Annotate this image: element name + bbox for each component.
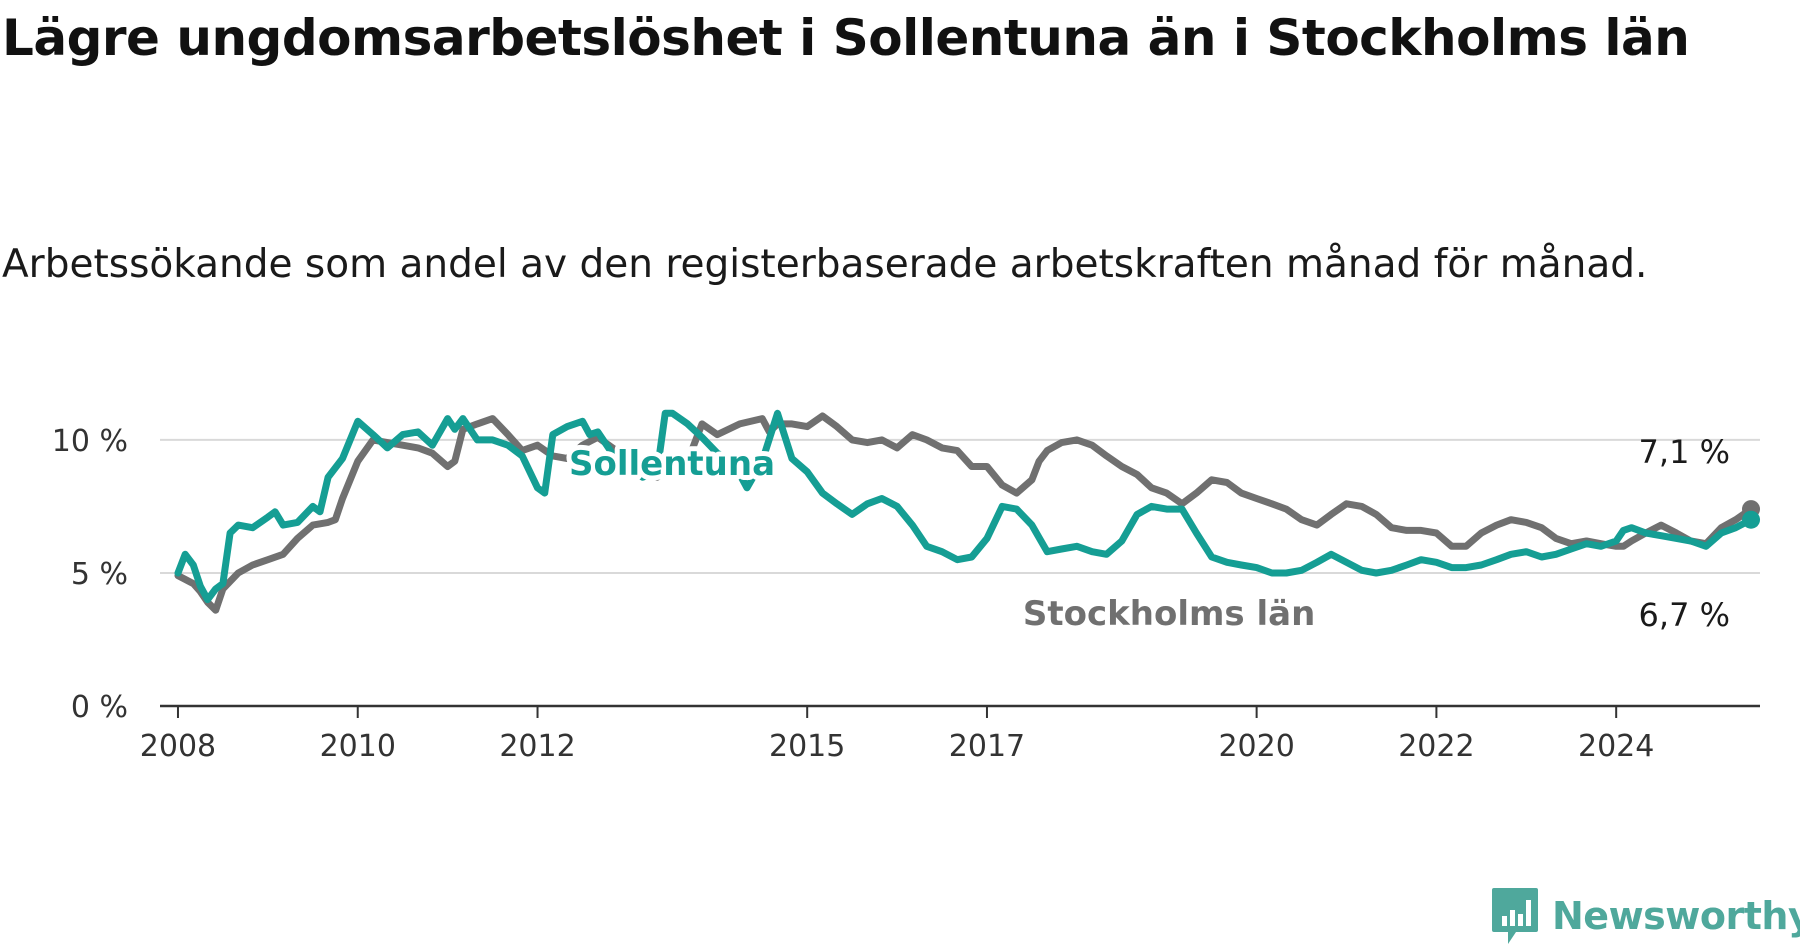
series-label-sollentuna: Sollentuna: [569, 444, 775, 484]
x-tick-label: 2015: [769, 729, 845, 764]
x-tick-label: 2022: [1398, 729, 1474, 764]
series-label-sollentuna-halo: Sollentuna: [569, 444, 775, 484]
x-tick-label: 2008: [140, 729, 216, 764]
line-chart: 0 % 5 % 10 % 2008 2010 2012 2015 2017 2020 2022 20…: [52, 409, 1761, 764]
x-tick-label: 2020: [1218, 729, 1294, 764]
newsworthy-logo-icon: [1492, 888, 1538, 944]
x-tick-label: 2012: [499, 729, 575, 764]
end-value-label: 7,1 %: [1639, 433, 1730, 471]
series-label-stockholms-lan-halo: Stockholms län: [1023, 594, 1315, 634]
y-tick-label: 5 %: [71, 557, 128, 592]
x-tick-label: 2010: [320, 729, 396, 764]
chart-subtitle: Arbetssökande som andel av den registerb…: [2, 242, 1648, 287]
series-line-stockholms-l-n: [174, 412, 1755, 614]
x-tick-label: 2024: [1578, 729, 1654, 764]
y-tick-label: 10 %: [52, 424, 128, 459]
series-end-point: [1742, 510, 1761, 529]
y-tick-label: 0 %: [71, 690, 128, 725]
brand-logo: Newsworthy: [1490, 886, 1800, 946]
series-label-stockholms-lan: Stockholms län: [1023, 594, 1315, 634]
series-line-sollentuna: [174, 409, 1755, 604]
brand-name: Newsworthy: [1552, 894, 1800, 938]
end-value-label: 6,7 %: [1639, 596, 1730, 634]
x-tick-label: 2017: [949, 729, 1025, 764]
chart-title: Lägre ungdomsarbetslöshet i Sollentuna ä…: [2, 9, 1690, 67]
